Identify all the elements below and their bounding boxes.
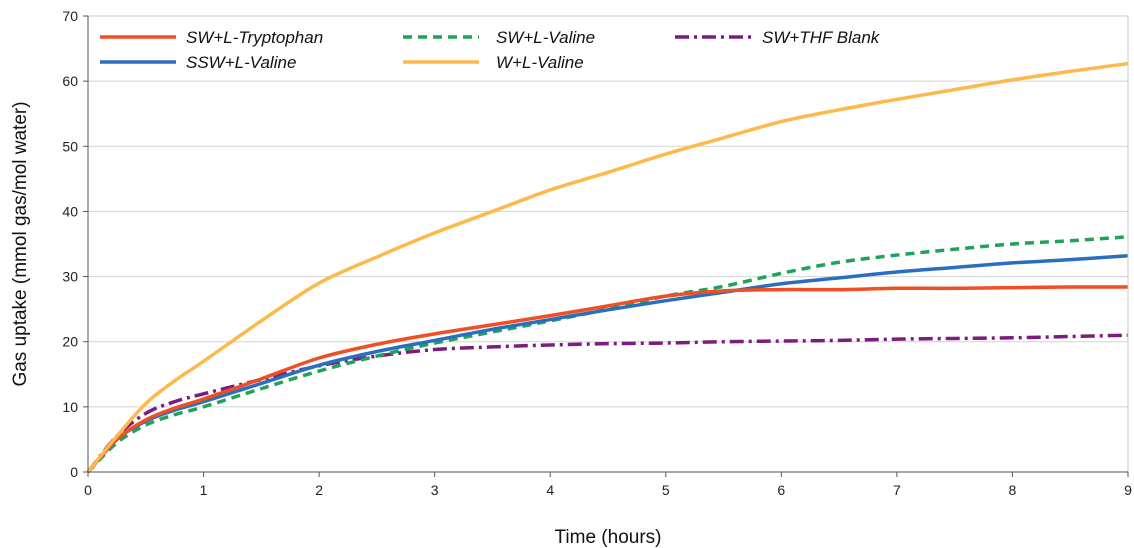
legend-label-sw-l-tryptophan: SW+L-Tryptophan xyxy=(186,28,323,47)
series-line-w-l-valine xyxy=(86,61,1129,474)
series-layer xyxy=(86,61,1129,474)
tick-labels: 0 10 20 30 40 50 60 70 0 1 2 3 4 5 6 7 8 9 xyxy=(62,8,1132,498)
x-tick-label: 7 xyxy=(893,482,901,498)
y-tick-label: 50 xyxy=(62,138,78,154)
horizontal-gridlines xyxy=(88,15,1128,473)
x-tick-label: 1 xyxy=(200,482,208,498)
y-tick-label: 10 xyxy=(62,399,78,415)
legend-label-ssw-l-valine: SSW+L-Valine xyxy=(186,53,296,72)
x-tick-label: 3 xyxy=(431,482,439,498)
x-tick-label: 6 xyxy=(777,482,785,498)
series-line-sw-l-valine xyxy=(86,235,1129,474)
y-axis-title: Gas uptake (mmol gas/mol water) xyxy=(10,101,31,386)
y-tick-label: 40 xyxy=(62,203,78,219)
x-tick-label: 2 xyxy=(315,482,323,498)
y-tick-label: 0 xyxy=(70,464,78,480)
series-line-sw-thf-blank xyxy=(86,333,1129,474)
x-axis-title: Time (hours) xyxy=(555,527,662,548)
x-tick-label: 4 xyxy=(546,482,554,498)
x-tick-label: 5 xyxy=(662,482,670,498)
y-tick-label: 60 xyxy=(62,73,78,89)
legend-label-w-l-valine: W+L-Valine xyxy=(496,53,584,72)
legend-label-sw-l-valine: SW+L-Valine xyxy=(496,28,595,47)
axes xyxy=(87,15,1129,473)
x-tick-label: 9 xyxy=(1124,482,1132,498)
legend-label-sw-thf-blank: SW+THF Blank xyxy=(762,28,881,47)
series-line-sw-l-tryptophan xyxy=(86,285,1129,474)
y-tick-label: 20 xyxy=(62,334,78,350)
legend: SW+L-Tryptophan SW+L-Valine SW+THF Blank SS… xyxy=(100,28,881,72)
x-tick-label: 8 xyxy=(1009,482,1017,498)
series-line-ssw-l-valine xyxy=(86,253,1129,474)
plot-frame xyxy=(87,15,1129,473)
y-tick-label: 70 xyxy=(62,8,78,24)
x-tick-label: 0 xyxy=(84,482,92,498)
y-tick-label: 30 xyxy=(62,269,78,285)
